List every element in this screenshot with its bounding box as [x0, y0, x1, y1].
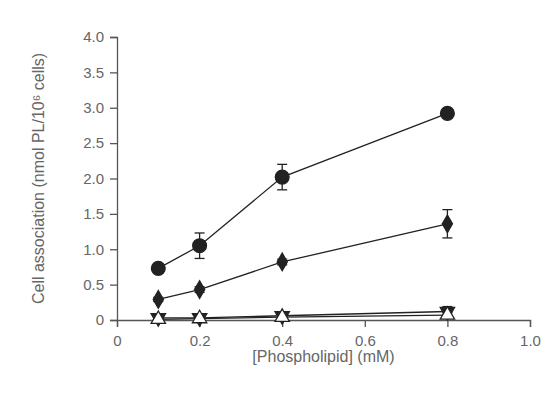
tick: 0.8	[437, 320, 458, 349]
tick: 4.0	[83, 28, 117, 45]
point	[277, 253, 287, 271]
series	[153, 210, 452, 309]
tick-mark	[110, 214, 117, 215]
tick: 2.0	[83, 170, 117, 187]
tick-label: 0	[96, 311, 104, 328]
tick-mark	[110, 178, 117, 179]
marks	[151, 106, 455, 326]
series	[151, 307, 455, 327]
series	[151, 307, 455, 324]
tick-mark	[110, 108, 117, 109]
tick-label: 0.5	[83, 276, 104, 293]
tick-label: 3.5	[83, 64, 104, 81]
tick-mark	[110, 143, 117, 144]
tick: 0.6	[355, 320, 376, 349]
point	[440, 307, 454, 319]
series	[151, 106, 454, 275]
tick-label: 1.0	[83, 241, 104, 258]
tick-label: 1.5	[83, 205, 104, 222]
point	[275, 170, 289, 184]
tick-label: 4.0	[83, 28, 104, 45]
tick-mark	[365, 320, 366, 327]
x-axis-title: [Phospholipid] (mM)	[252, 348, 394, 365]
tick: 0	[113, 320, 121, 349]
tick-mark	[110, 72, 117, 73]
point	[442, 215, 452, 233]
tick-label: 0.6	[355, 332, 376, 349]
tick: 3.0	[83, 99, 117, 116]
tick-label: 3.0	[83, 99, 104, 116]
tick-label: 0.2	[190, 332, 211, 349]
tick-label: 0.8	[437, 332, 458, 349]
axis-line	[110, 38, 118, 321]
tick-mark	[110, 37, 117, 38]
tick-label: 0.4	[272, 332, 293, 349]
point	[153, 291, 163, 309]
tick: 1.0	[83, 241, 117, 258]
tick: 3.5	[83, 64, 117, 81]
line	[158, 113, 447, 268]
x-axis: 0 0.2 0.4 0.6 0.8 1.0	[113, 320, 541, 349]
tick: 2.5	[83, 134, 117, 151]
tick: 0.5	[83, 276, 117, 293]
point	[151, 311, 165, 323]
point	[440, 106, 454, 120]
tick-label: 2.0	[83, 170, 104, 187]
point	[193, 239, 207, 253]
error-bar	[442, 210, 452, 238]
tick: 1.0	[520, 320, 541, 349]
axis-line	[118, 321, 531, 328]
tick-mark	[110, 320, 117, 321]
y-axis-title: Cell association (nmol PL/10⁶ cells)	[30, 53, 47, 304]
point	[195, 281, 205, 299]
tick-label: 2.5	[83, 134, 104, 151]
tick: 1.5	[83, 205, 117, 222]
y-axis: 0 0.5 1.0 1.5 2.0 2.5 3.0 3.5 4.0	[83, 28, 117, 328]
chart: 0 0.2 0.4 0.6 0.8 1.0 0 0.5 1.0 1.5 2.0 2.5 3.0 3.5 4.…	[0, 0, 552, 414]
point	[151, 261, 165, 275]
tick-mark	[530, 320, 531, 327]
point	[192, 310, 206, 322]
line	[158, 224, 447, 300]
plot: 0 0.2 0.4 0.6 0.8 1.0 0 0.5 1.0 1.5 2.0 2.5 3.0 3.5 4.…	[83, 28, 541, 348]
point	[440, 307, 454, 319]
point	[275, 309, 289, 321]
tick-mark	[110, 249, 117, 250]
tick-label: 0	[113, 332, 121, 349]
tick: 0	[96, 311, 117, 328]
tick-label: 1.0	[520, 332, 541, 349]
tick-mark	[110, 284, 117, 285]
